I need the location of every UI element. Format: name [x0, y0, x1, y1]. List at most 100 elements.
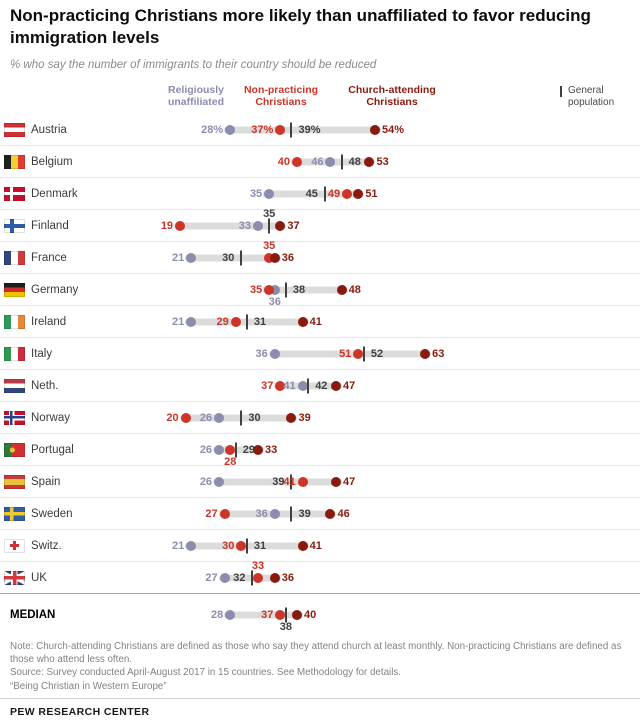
nonpracticing-dot — [297, 476, 308, 487]
general-population-tick — [323, 186, 326, 201]
nonpracticing-value-label: 37 — [261, 379, 274, 392]
dot-plot-area: 26 28 33 29 — [150, 434, 630, 468]
country-row-germany: Germany 36 35 48 38 — [0, 274, 640, 308]
church-dot — [325, 508, 336, 519]
unaffiliated-value-label: 28 — [210, 609, 224, 621]
dot-plot-area: 35 49 51 45 — [150, 178, 630, 209]
range-track — [174, 222, 287, 229]
country-row-median: MEDIAN 28 37 40 38 — [0, 593, 640, 636]
church-value-label: 36 — [281, 571, 295, 584]
nonpracticing-dot — [219, 508, 230, 519]
country-label: Ireland — [31, 315, 67, 328]
austria-flag-icon — [4, 122, 25, 137]
col-header-unaffiliated: Religiously unaffiliated — [167, 84, 224, 109]
nonpracticing-dot — [236, 540, 247, 551]
chart-rows: Austria 28% 37% 54% 39% Belgium 46 40 53 48 Denmar… — [0, 114, 640, 636]
country-label: Finland — [31, 219, 69, 232]
netherlands-flag-icon — [4, 378, 25, 393]
church-value-label: 37 — [287, 219, 300, 232]
general-population-tick — [340, 154, 343, 169]
chart-subtitle: % who say the number of immigrants to th… — [10, 59, 377, 71]
nonpracticing-dot — [230, 316, 241, 327]
country-row-finland: Finland 33 19 37 35 — [0, 208, 640, 242]
italy-flag-icon — [4, 346, 25, 361]
ireland-flag-icon — [4, 314, 25, 329]
general-value-label: 39% — [298, 123, 321, 136]
unaffiliated-dot — [269, 348, 280, 359]
dot-plot-area: 41 37 47 42 — [150, 370, 630, 401]
uk-flag-icon — [4, 570, 25, 585]
unaffiliated-value-label: 27 — [205, 571, 218, 584]
col-header-nonpracticing: Non-practicing Christians — [243, 84, 319, 109]
unaffiliated-value-label: 36 — [255, 347, 268, 360]
country-label: MEDIAN — [10, 609, 56, 621]
range-track — [224, 126, 382, 133]
nonpracticing-dot — [342, 188, 353, 199]
general-population-tick — [240, 250, 243, 265]
nonpracticing-value-label: 37% — [251, 123, 274, 136]
dot-plot-area: 21 29 41 31 — [150, 306, 630, 337]
nonpracticing-dot — [353, 348, 364, 359]
nonpracticing-value-label: 49 — [327, 187, 341, 200]
dot-plot-area: 28% 37% 54% 39% — [150, 114, 630, 145]
church-value-label: 33 — [265, 443, 278, 456]
unaffiliated-dot — [225, 610, 236, 620]
nonpracticing-dot — [264, 252, 275, 263]
church-dot — [269, 572, 280, 583]
church-value-label: 54% — [382, 123, 405, 136]
unaffiliated-value-label: 26 — [199, 411, 213, 424]
church-value-label: 53 — [376, 155, 389, 168]
range-track — [179, 414, 298, 421]
nonpracticing-value-label: 30 — [222, 539, 235, 552]
finland-flag-icon — [4, 218, 25, 233]
germany-flag-icon — [4, 282, 25, 297]
general-value-label: 52 — [370, 347, 384, 360]
dot-plot-area: 26 41 47 39 — [150, 466, 630, 497]
country-label: Italy — [31, 347, 53, 360]
dot-plot-area: 21 30 41 31 — [150, 530, 630, 561]
unaffiliated-value-label: 21 — [171, 539, 185, 552]
country-row-switz: Switz. 21 30 41 31 — [0, 530, 640, 562]
dot-plot-area: 36 51 63 52 — [150, 338, 630, 369]
country-label: Austria — [31, 123, 67, 136]
unaffiliated-dot — [253, 220, 264, 231]
dot-plot-area: 21 35 36 30 — [150, 240, 630, 273]
church-value-label: 47 — [343, 475, 356, 488]
church-dot — [331, 476, 342, 487]
nonpracticing-dot — [175, 220, 186, 231]
general-population-tick — [290, 122, 293, 137]
unaffiliated-dot — [214, 476, 225, 487]
church-value-label: 36 — [281, 251, 295, 264]
note-text: Note: Church-attending Christians are de… — [10, 641, 622, 666]
general-population-tick — [268, 218, 271, 233]
footer: PEW RESEARCH CENTER — [0, 698, 640, 718]
range-track — [213, 446, 265, 453]
church-dot — [364, 156, 375, 167]
general-value-label: 48 — [348, 155, 361, 168]
col-header-church: Church-attending Christians — [348, 84, 436, 109]
church-value-label: 47 — [343, 379, 356, 392]
country-row-france: France 21 35 36 30 — [0, 240, 640, 274]
unaffiliated-dot — [269, 508, 280, 519]
dot-plot-area: 26 20 39 30 — [150, 402, 630, 433]
unaffiliated-dot — [186, 252, 197, 263]
nonpracticing-value-label: 37 — [261, 609, 274, 621]
church-value-label: 39 — [298, 411, 311, 424]
dot-plot-area: 27 33 36 32 — [150, 560, 630, 593]
unaffiliated-dot — [214, 444, 225, 455]
unaffiliated-dot — [186, 540, 197, 551]
chart-title: Non-practicing Christians more likely th… — [10, 6, 591, 48]
country-label: Sweden — [31, 507, 73, 520]
country-label: France — [31, 251, 67, 264]
unaffiliated-value-label: 36 — [255, 507, 268, 520]
church-dot — [253, 444, 264, 455]
range-track — [185, 254, 281, 261]
general-value-label: 39 — [272, 475, 285, 488]
nonpracticing-value-label: 40 — [277, 155, 291, 168]
country-label: Belgium — [31, 155, 73, 168]
church-dot — [420, 348, 431, 359]
country-row-neth: Neth. 41 37 47 42 — [0, 370, 640, 402]
country-label: Neth. — [31, 379, 59, 392]
unaffiliated-value-label: 41 — [283, 379, 296, 392]
general-value-label: 31 — [253, 315, 267, 328]
